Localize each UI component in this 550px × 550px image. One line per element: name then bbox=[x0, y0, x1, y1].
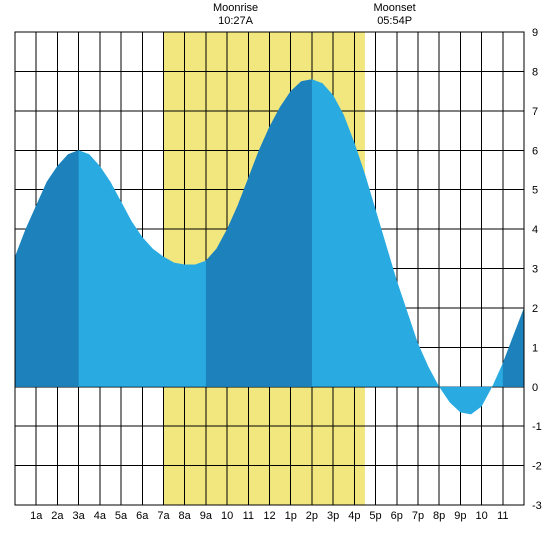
y-tick-label: 3 bbox=[532, 264, 538, 276]
x-tick-label: 8p bbox=[433, 510, 445, 522]
y-tick-label: 0 bbox=[532, 382, 538, 394]
y-tick-label: 7 bbox=[532, 106, 538, 118]
x-tick-label: 4p bbox=[348, 510, 360, 522]
chart-canvas: -3-2-101234567891a2a3a4a5a6a7a8a9a101112… bbox=[0, 0, 550, 550]
moonrise-label: Moonrise 10:27A bbox=[206, 2, 266, 28]
x-tick-label: 4a bbox=[94, 510, 107, 522]
y-tick-label: 6 bbox=[532, 145, 538, 157]
x-tick-label: 5a bbox=[115, 510, 128, 522]
x-tick-label: 9p bbox=[454, 510, 466, 522]
moonrise-time: 10:27A bbox=[206, 15, 266, 28]
x-tick-label: 9a bbox=[200, 510, 213, 522]
y-tick-label: 8 bbox=[532, 66, 538, 78]
x-tick-label: 6p bbox=[391, 510, 403, 522]
moonrise-title: Moonrise bbox=[206, 2, 266, 15]
moonset-time: 05:54P bbox=[365, 15, 425, 28]
y-tick-label: 2 bbox=[532, 303, 538, 315]
x-tick-label: 2p bbox=[306, 510, 318, 522]
y-tick-label: 9 bbox=[532, 27, 538, 39]
x-tick-label: 1p bbox=[285, 510, 297, 522]
x-tick-label: 3p bbox=[327, 510, 339, 522]
moonset-title: Moonset bbox=[365, 2, 425, 15]
x-tick-label: 7p bbox=[412, 510, 424, 522]
y-tick-label: 4 bbox=[532, 224, 538, 236]
x-tick-label: 10 bbox=[221, 510, 233, 522]
y-tick-label: 1 bbox=[532, 342, 538, 354]
y-tick-label: -2 bbox=[532, 461, 542, 473]
moonset-label: Moonset 05:54P bbox=[365, 2, 425, 28]
x-tick-label: 6a bbox=[136, 510, 149, 522]
y-tick-label: 5 bbox=[532, 185, 538, 197]
x-tick-label: 3a bbox=[73, 510, 86, 522]
x-tick-label: 7a bbox=[157, 510, 170, 522]
x-tick-label: 5p bbox=[369, 510, 381, 522]
x-tick-label: 11 bbox=[243, 510, 254, 522]
x-tick-label: 2a bbox=[51, 510, 64, 522]
y-tick-label: -1 bbox=[532, 421, 542, 433]
x-tick-label: 11 bbox=[497, 510, 508, 522]
tide-chart: -3-2-101234567891a2a3a4a5a6a7a8a9a101112… bbox=[0, 0, 550, 550]
x-tick-label: 1a bbox=[30, 510, 43, 522]
x-tick-label: 12 bbox=[263, 510, 275, 522]
y-tick-label: -3 bbox=[532, 500, 542, 512]
x-tick-label: 10 bbox=[475, 510, 487, 522]
x-tick-label: 8a bbox=[179, 510, 192, 522]
